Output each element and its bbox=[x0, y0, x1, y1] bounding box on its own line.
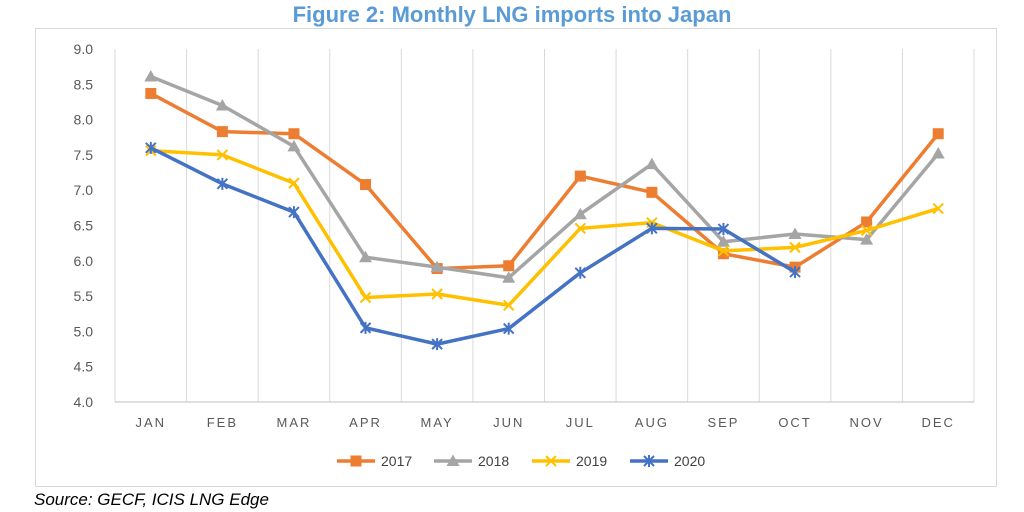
y-tick-label: 5.0 bbox=[74, 323, 94, 339]
data-point-2019 bbox=[216, 149, 229, 161]
x-tick-label: JUN bbox=[493, 415, 524, 430]
x-tick-label: SEP bbox=[707, 415, 739, 430]
data-point-2017 bbox=[861, 216, 873, 228]
legend-item-2017: 2017 bbox=[337, 453, 412, 469]
data-point-2020 bbox=[145, 141, 157, 154]
legend-item-2019: 2019 bbox=[532, 453, 607, 469]
data-point-2020 bbox=[789, 266, 801, 279]
legend-marker bbox=[643, 455, 655, 467]
series-group bbox=[144, 70, 945, 351]
data-point-2017 bbox=[216, 126, 228, 138]
data-point-2020 bbox=[574, 266, 586, 279]
data-point-2020 bbox=[359, 321, 372, 334]
data-point-2020 bbox=[646, 222, 658, 235]
x-tick-label: MAY bbox=[421, 415, 454, 430]
data-point-2019 bbox=[503, 299, 515, 311]
x-tick-label: MAR bbox=[277, 415, 312, 430]
x-tick-label: AUG bbox=[635, 415, 669, 430]
legend-label: 2018 bbox=[478, 453, 509, 469]
chart-frame bbox=[35, 28, 997, 487]
gridlines bbox=[114, 49, 975, 402]
legend-item-2020: 2020 bbox=[630, 453, 705, 469]
x-tick-label: OCT bbox=[778, 415, 811, 430]
x-tick-label: NOV bbox=[850, 415, 884, 430]
y-tick-label: 4.0 bbox=[74, 394, 94, 410]
data-point-2017 bbox=[646, 186, 658, 198]
legend-label: 2020 bbox=[674, 453, 705, 469]
y-tick-label: 8.0 bbox=[74, 112, 94, 128]
data-point-2019 bbox=[288, 177, 300, 189]
data-point-2017 bbox=[932, 128, 944, 140]
data-point-2018 bbox=[645, 157, 659, 170]
data-point-2018 bbox=[502, 271, 516, 283]
data-point-2018 bbox=[788, 227, 802, 239]
data-point-2020 bbox=[431, 338, 443, 351]
data-point-2020 bbox=[503, 322, 515, 335]
x-tick-label: FEB bbox=[207, 415, 238, 430]
data-point-2019 bbox=[932, 202, 944, 215]
y-tick-label: 7.0 bbox=[74, 182, 94, 198]
data-point-2019 bbox=[359, 291, 372, 304]
data-point-2020 bbox=[717, 223, 730, 236]
legend-item-2018: 2018 bbox=[434, 453, 509, 469]
x-tick-label: APR bbox=[349, 415, 382, 430]
data-point-2018 bbox=[215, 98, 229, 111]
data-point-2020 bbox=[288, 206, 300, 219]
legend-marker bbox=[545, 455, 557, 467]
data-point-2017 bbox=[145, 87, 157, 99]
chart-title: Figure 2: Monthly LNG imports into Japan bbox=[292, 2, 732, 27]
series-2019 bbox=[145, 144, 944, 311]
data-point-2017 bbox=[574, 170, 586, 182]
data-point-2018 bbox=[573, 207, 587, 220]
legend: 2017 2018 2019 2020 bbox=[337, 453, 705, 469]
y-tick-label: 8.5 bbox=[74, 76, 94, 92]
x-tick-label: JAN bbox=[136, 415, 167, 430]
x-tick-label: DEC bbox=[921, 415, 954, 430]
series-line-2017 bbox=[149, 91, 940, 271]
axes: 4.0 4.5 5.0 5.5 6.0 6.5 7.0 7.5 8.0 8.5 9.0 JAN FEB M… bbox=[74, 41, 974, 430]
series-2020 bbox=[145, 141, 801, 351]
legend-label: 2017 bbox=[381, 453, 412, 469]
series-2018 bbox=[144, 70, 945, 283]
data-point-2018 bbox=[931, 146, 945, 159]
data-point-2018 bbox=[430, 260, 444, 273]
data-point-2017 bbox=[288, 128, 300, 140]
legend-marker bbox=[350, 455, 362, 467]
data-point-2019 bbox=[574, 222, 586, 235]
series-line-2020 bbox=[150, 146, 796, 346]
y-tick-label: 6.5 bbox=[74, 218, 94, 234]
data-point-2020 bbox=[216, 177, 229, 190]
y-tick-label: 5.5 bbox=[74, 288, 94, 304]
y-tick-label: 9.0 bbox=[74, 41, 94, 57]
data-point-2018 bbox=[359, 250, 373, 263]
data-point-2019 bbox=[789, 241, 801, 254]
series-line-2018 bbox=[150, 74, 940, 280]
y-tick-label: 7.5 bbox=[74, 147, 94, 163]
y-tick-label: 4.5 bbox=[74, 359, 94, 375]
series-2017 bbox=[145, 87, 944, 275]
data-point-2017 bbox=[717, 248, 729, 260]
source-note: Source: GECF, ICIS LNG Edge bbox=[34, 490, 269, 509]
data-point-2017 bbox=[503, 260, 515, 272]
data-point-2019 bbox=[860, 224, 873, 237]
y-tick-label: 6.0 bbox=[74, 253, 94, 269]
data-point-2018 bbox=[860, 233, 874, 245]
data-point-2018 bbox=[144, 70, 158, 82]
data-point-2019 bbox=[431, 288, 443, 300]
data-point-2019 bbox=[717, 245, 730, 257]
series-line-2019 bbox=[150, 148, 939, 308]
data-point-2017 bbox=[360, 179, 372, 191]
x-tick-label: JUL bbox=[566, 415, 595, 430]
data-point-2018 bbox=[287, 139, 301, 152]
data-point-2018 bbox=[716, 235, 730, 247]
legend-marker bbox=[446, 454, 460, 466]
legend-label: 2019 bbox=[576, 453, 607, 469]
